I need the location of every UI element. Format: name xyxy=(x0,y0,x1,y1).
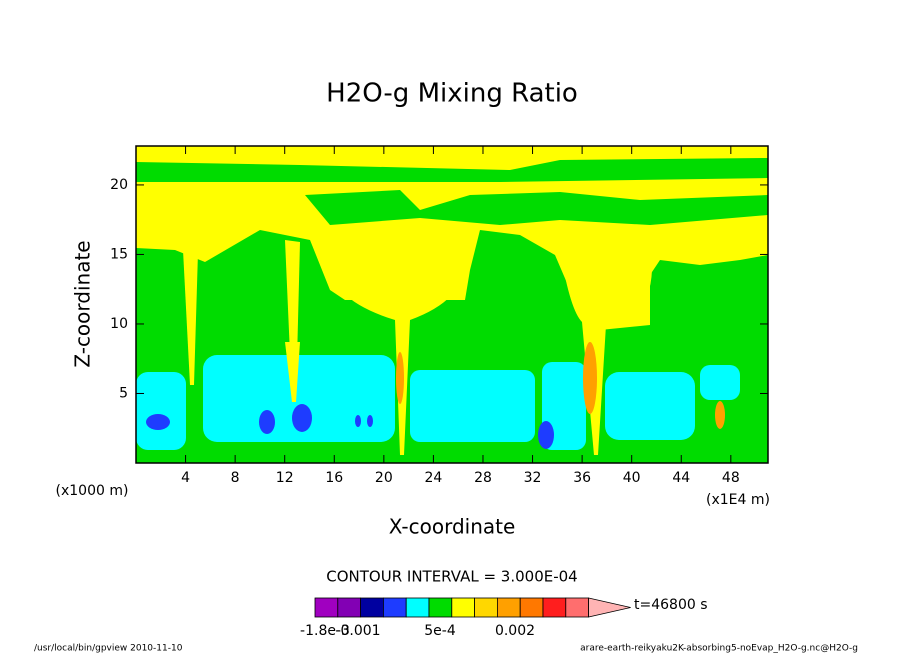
colorbar-label: -0.001 xyxy=(335,623,380,639)
x-tick-label: 28 xyxy=(474,470,492,486)
x-unit: (x1E4 m) xyxy=(706,492,770,508)
x-tick-label: 8 xyxy=(231,470,240,486)
colorbar-box xyxy=(405,597,430,618)
x-tick-label: 24 xyxy=(424,470,442,486)
region xyxy=(396,352,404,404)
colorbar-arrow xyxy=(588,597,631,618)
region xyxy=(583,342,597,414)
region xyxy=(285,342,300,402)
x-tick-label: 32 xyxy=(524,470,542,486)
region xyxy=(259,410,275,434)
region xyxy=(542,362,586,450)
y-tick-label: 15 xyxy=(110,246,128,262)
x-tick-label: 36 xyxy=(573,470,591,486)
region xyxy=(305,190,768,225)
contour-interval: CONTOUR INTERVAL = 3.000E-04 xyxy=(326,568,577,586)
colorbar-box xyxy=(428,597,453,618)
region xyxy=(538,421,554,449)
x-tick-label: 44 xyxy=(672,470,690,486)
footer-right: arare-earth-reikyaku2K-absorbing5-noEvap… xyxy=(580,644,858,654)
x-axis-label: X-coordinate xyxy=(389,515,516,539)
x-tick-label: 16 xyxy=(325,470,343,486)
region xyxy=(355,415,361,427)
region xyxy=(146,414,170,430)
colorbar-box xyxy=(382,597,407,618)
region xyxy=(410,370,535,442)
colorbar-box xyxy=(474,597,498,618)
region xyxy=(292,404,312,432)
plot-frame xyxy=(135,145,769,464)
colorbar-label: 5e-4 xyxy=(424,623,456,639)
y-tick-label: 20 xyxy=(110,177,128,193)
x-tick-label: 40 xyxy=(623,470,641,486)
footer-left: /usr/local/bin/gpview 2010-11-10 xyxy=(34,644,183,654)
colorbar-box xyxy=(542,597,567,618)
chart-title: H2O-g Mixing Ratio xyxy=(326,79,578,109)
x-tick-label: 20 xyxy=(375,470,393,486)
region xyxy=(183,250,198,385)
colorbar-box xyxy=(519,597,544,618)
colorbar-box xyxy=(314,597,339,618)
region xyxy=(605,372,695,440)
colorbar-box xyxy=(496,597,521,618)
colorbar-box xyxy=(565,597,589,618)
colorbar-box xyxy=(451,597,475,618)
y-unit: (x1000 m) xyxy=(56,483,129,499)
region xyxy=(367,415,373,427)
region xyxy=(560,250,652,455)
region xyxy=(136,372,186,450)
contour-field xyxy=(136,146,768,463)
colorbar-label: -1.8e-3 xyxy=(300,623,350,639)
x-tick-label: 4 xyxy=(181,470,190,486)
region xyxy=(700,365,740,400)
time-label: t=46800 s xyxy=(634,597,708,613)
colorbar-label: 0.002 xyxy=(495,623,535,639)
colorbar-box xyxy=(360,597,384,618)
x-tick-label: 48 xyxy=(722,470,740,486)
y-axis-label: Z-coordinate xyxy=(71,240,95,367)
x-tick-label: 12 xyxy=(276,470,294,486)
region xyxy=(203,355,395,442)
region xyxy=(136,158,768,182)
colorbar-box xyxy=(337,597,361,618)
region xyxy=(715,401,725,429)
y-tick-label: 5 xyxy=(119,385,128,401)
y-tick-label: 10 xyxy=(110,316,128,332)
